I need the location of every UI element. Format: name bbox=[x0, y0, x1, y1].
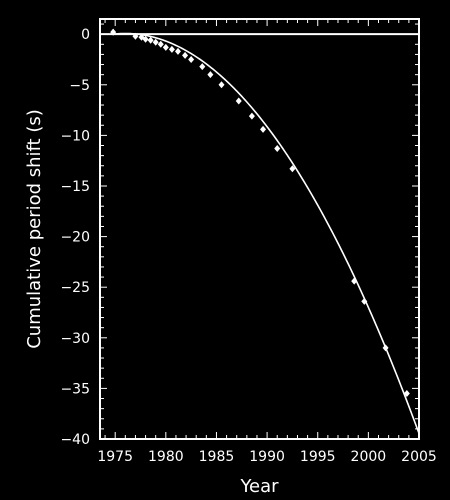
data-point-marker bbox=[403, 389, 410, 397]
data-point-marker bbox=[218, 81, 225, 89]
y-tick-label: −5 bbox=[69, 78, 90, 94]
data-point-marker bbox=[168, 45, 175, 53]
data-point bbox=[142, 35, 149, 43]
data-point bbox=[260, 125, 267, 133]
data-point-marker bbox=[207, 71, 214, 79]
x-tick-label: 1975 bbox=[97, 449, 133, 465]
plot-content bbox=[100, 28, 420, 434]
data-point-marker bbox=[351, 277, 358, 285]
data-point bbox=[152, 38, 159, 46]
data-point bbox=[403, 389, 410, 397]
data-point bbox=[199, 63, 206, 71]
data-point bbox=[274, 145, 281, 153]
x-tick-label: 2000 bbox=[351, 449, 387, 465]
data-point-marker bbox=[174, 47, 181, 55]
fit-curve bbox=[113, 32, 420, 434]
data-point bbox=[188, 55, 195, 63]
x-tick-label: 1990 bbox=[249, 449, 285, 465]
data-point bbox=[361, 297, 368, 305]
y-tick-label: −25 bbox=[60, 280, 90, 296]
x-axis: 1975 1980 1985 1990 1995 2000 2005 bbox=[97, 19, 437, 465]
data-point bbox=[157, 40, 164, 48]
data-point-marker bbox=[142, 35, 149, 43]
data-point bbox=[382, 344, 389, 352]
data-point bbox=[174, 47, 181, 55]
data-point-marker bbox=[147, 36, 154, 44]
data-point bbox=[110, 28, 117, 36]
data-point bbox=[248, 112, 255, 120]
y-tick-label: −15 bbox=[60, 179, 90, 195]
y-tick-label: 0 bbox=[81, 27, 90, 43]
data-point-marker bbox=[182, 51, 189, 59]
data-point-marker bbox=[274, 145, 281, 153]
y-tick-label: −40 bbox=[60, 432, 90, 448]
y-axis: 0 −5 −10 −15 −20 −25 −30 −35 −40 bbox=[60, 23, 419, 448]
data-point bbox=[147, 36, 154, 44]
data-point-marker bbox=[110, 28, 117, 36]
data-point bbox=[289, 165, 296, 173]
data-point-marker bbox=[188, 55, 195, 63]
data-point bbox=[351, 277, 358, 285]
data-point-marker bbox=[361, 297, 368, 305]
data-point-marker bbox=[248, 112, 255, 120]
x-tick-label: 2005 bbox=[401, 449, 437, 465]
data-point bbox=[182, 51, 189, 59]
data-point bbox=[207, 71, 214, 79]
data-point-marker bbox=[157, 40, 164, 48]
y-tick-label: −35 bbox=[60, 381, 90, 397]
data-point-marker bbox=[260, 125, 267, 133]
data-point bbox=[162, 43, 169, 51]
data-point bbox=[235, 97, 242, 105]
data-point-marker bbox=[162, 43, 169, 51]
x-axis-label: Year bbox=[239, 476, 279, 497]
plot-frame bbox=[99, 18, 420, 440]
y-axis-label: Cumulative period shift (s) bbox=[24, 109, 45, 349]
y-tick-label: −10 bbox=[60, 128, 90, 144]
data-point-marker bbox=[152, 38, 159, 46]
data-point-marker bbox=[199, 63, 206, 71]
data-point bbox=[132, 32, 139, 40]
y-tick-label: −30 bbox=[60, 331, 90, 347]
data-point-marker bbox=[289, 165, 296, 173]
data-point-marker bbox=[235, 97, 242, 105]
y-tick-label: −20 bbox=[60, 230, 90, 246]
data-point bbox=[168, 45, 175, 53]
x-tick-label: 1980 bbox=[148, 449, 184, 465]
data-point-marker bbox=[382, 344, 389, 352]
data-point-marker bbox=[132, 32, 139, 40]
x-tick-label: 1995 bbox=[300, 449, 336, 465]
data-point bbox=[218, 81, 225, 89]
x-tick-label: 1985 bbox=[199, 449, 235, 465]
